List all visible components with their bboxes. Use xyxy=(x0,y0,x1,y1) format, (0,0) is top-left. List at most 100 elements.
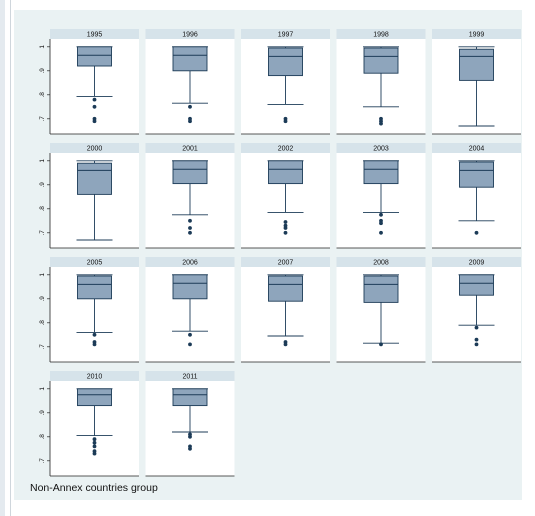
y-tick-label: 1 xyxy=(39,273,46,277)
outlier-point xyxy=(474,325,479,330)
panel-2007: 2007 xyxy=(241,257,330,363)
y-tick-label: .8 xyxy=(39,434,46,440)
box xyxy=(172,46,208,72)
box xyxy=(172,160,208,185)
outlier-point xyxy=(92,451,97,456)
panel-header xyxy=(145,29,235,39)
panel-title: 1998 xyxy=(373,32,389,39)
outlier-point xyxy=(92,342,97,347)
panel-title: 1995 xyxy=(87,32,103,39)
panel-title: 2004 xyxy=(469,146,485,153)
box xyxy=(77,46,112,67)
outlier-point xyxy=(92,440,97,445)
panel-header xyxy=(241,257,330,267)
outlier-point xyxy=(283,226,288,230)
y-tick-label: .8 xyxy=(39,206,46,212)
panel-title: 2000 xyxy=(87,146,103,153)
panel-title: 2011 xyxy=(182,374,197,381)
panel-2005: 2005 .7 .8 .9 1 xyxy=(39,257,139,363)
panel-title: 1999 xyxy=(469,32,485,39)
y-tick-label: .7 xyxy=(39,230,46,236)
panel-title: 1996 xyxy=(182,32,198,39)
box xyxy=(268,160,303,185)
panel-header xyxy=(50,29,139,39)
outlier-point xyxy=(92,104,97,109)
outlier-point xyxy=(379,230,383,235)
panel-title: 2008 xyxy=(373,260,389,267)
y-tick-label: .9 xyxy=(39,410,46,416)
y-tick-label: .8 xyxy=(39,92,46,98)
outlier-point xyxy=(188,104,192,109)
panel-1998: 1998 xyxy=(336,29,426,135)
outlier-point xyxy=(474,337,479,342)
box xyxy=(363,160,399,185)
figure-note: Non-Annex countries group xyxy=(30,482,158,494)
panel-header xyxy=(432,143,521,153)
panel-title: 2001 xyxy=(182,146,198,153)
outlier-point xyxy=(92,119,97,124)
box xyxy=(172,388,208,407)
panel-header xyxy=(145,257,235,267)
panel-title: 1997 xyxy=(278,32,294,39)
outlier-point xyxy=(188,226,192,230)
panel-header xyxy=(241,29,330,39)
y-tick-label: .7 xyxy=(39,116,46,122)
panel-1995: 1995 .7 .8 .9 1 xyxy=(39,29,139,135)
box xyxy=(77,275,112,300)
outlier-point xyxy=(188,218,192,223)
box xyxy=(459,48,494,81)
panel-2010: 2010 .7 .8 .9 1 xyxy=(39,371,139,477)
left-divider xyxy=(10,0,11,516)
outlier-point xyxy=(188,434,192,439)
outlier-point xyxy=(92,444,97,449)
y-tick-label: .9 xyxy=(39,296,46,302)
y-tick-label: .8 xyxy=(39,320,46,326)
y-tick-label: 1 xyxy=(39,387,46,391)
outlier-point xyxy=(283,342,288,347)
outlier-point xyxy=(283,119,288,124)
y-tick-label: .9 xyxy=(39,182,46,188)
box xyxy=(363,47,399,74)
panel-title: 2010 xyxy=(87,374,103,381)
panel-title: 2002 xyxy=(278,146,294,153)
box xyxy=(77,162,112,195)
outlier-point xyxy=(188,342,192,347)
outlier-point xyxy=(474,342,479,347)
panel-2009: 2009 xyxy=(432,257,521,363)
outlier-point xyxy=(92,97,97,102)
box xyxy=(459,274,494,296)
outlier-point xyxy=(188,119,192,124)
panel-header xyxy=(50,143,139,153)
y-tick-label: .7 xyxy=(39,458,46,464)
panel-2011: 2011 xyxy=(145,371,235,477)
panel-header xyxy=(241,143,330,153)
outlier-point xyxy=(379,121,383,126)
panel-header xyxy=(145,371,235,381)
outlier-point xyxy=(379,212,383,217)
outlier-point xyxy=(188,446,192,451)
panel-title: 2007 xyxy=(278,260,294,267)
outlier-point xyxy=(379,342,383,347)
panel-2001: 2001 xyxy=(145,143,235,249)
panel-title: 2003 xyxy=(373,146,389,153)
box xyxy=(172,274,208,300)
box xyxy=(268,47,303,77)
left-sidebar-strip xyxy=(0,0,5,516)
panel-2002: 2002 xyxy=(241,143,330,249)
outlier-point xyxy=(283,220,288,224)
outlier-point xyxy=(188,332,192,337)
panel-title: 2006 xyxy=(182,260,198,267)
panel-header xyxy=(432,257,521,267)
panel-header xyxy=(336,29,426,39)
panel-2006: 2006 xyxy=(145,257,235,363)
outlier-point xyxy=(188,230,192,235)
panel-2003: 2003 xyxy=(336,143,426,249)
panel-2000: 2000 .7 .8 .9 1 xyxy=(39,143,139,249)
panel-header xyxy=(50,371,139,381)
panel-header xyxy=(336,257,426,267)
box xyxy=(459,161,494,188)
outlier-point xyxy=(379,221,383,226)
panel-header xyxy=(336,143,426,153)
